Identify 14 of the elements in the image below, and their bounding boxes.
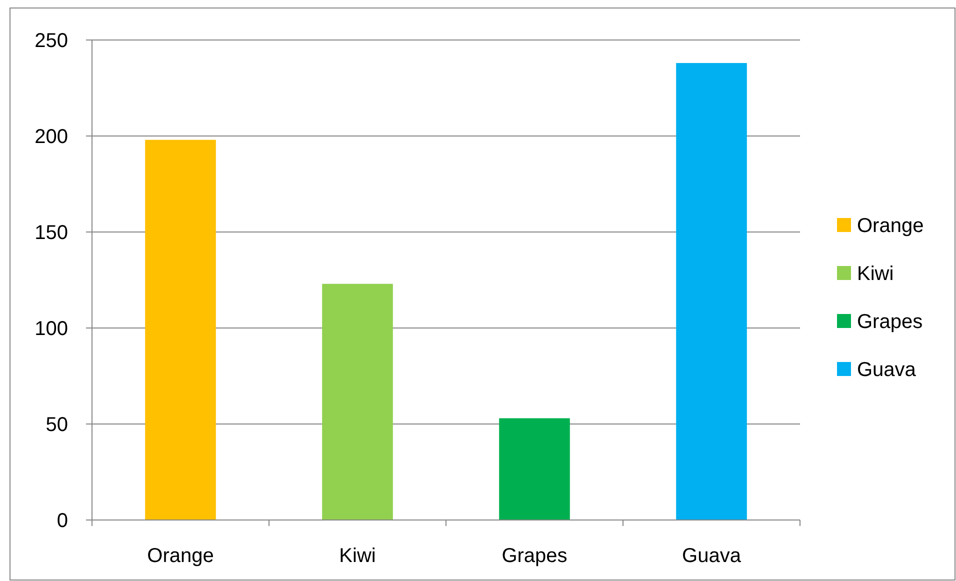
legend-label: Kiwi: [857, 263, 894, 285]
x-tick-label: Guava: [682, 545, 742, 567]
x-tick-label: Grapes: [502, 545, 568, 567]
y-tick-label: 150: [34, 222, 68, 244]
y-tick-label: 100: [34, 318, 68, 340]
x-tick-label: Kiwi: [339, 545, 376, 567]
y-tick-label: 200: [34, 126, 68, 148]
y-tick-label: 0: [56, 510, 68, 532]
x-tick-label: Orange: [147, 545, 214, 567]
legend-label: Orange: [857, 215, 924, 237]
y-tick-label: 250: [34, 30, 68, 52]
legend-label: Grapes: [857, 311, 923, 333]
legend-label: Guava: [857, 359, 917, 381]
y-tick-label: 50: [46, 414, 68, 436]
